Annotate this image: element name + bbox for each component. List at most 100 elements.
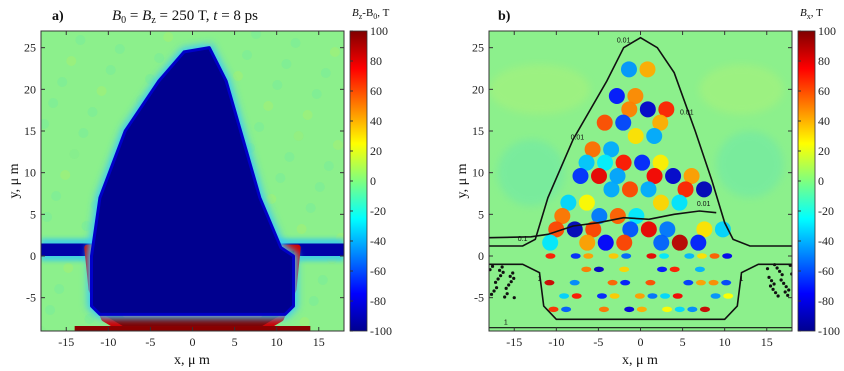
field-blob [579,234,596,251]
field-blob [647,293,658,299]
x-tick-label: 0 [190,335,196,349]
background-noise [242,50,253,60]
field-blob [723,293,734,299]
field-blob [620,61,637,78]
background-noise [332,140,343,150]
noise-speckle [496,277,500,281]
background-noise [41,326,46,331]
noise-speckle [509,280,513,284]
contour-label: 0.01 [571,134,585,141]
field-blob [571,293,582,299]
field-blob [652,194,669,211]
field-blob [608,88,625,104]
x-tick-label: 15 [761,335,773,349]
x-tick-label: 10 [719,335,731,349]
field-blob [696,221,713,238]
field-blob [619,266,630,273]
panel-b-label: b) [498,9,511,24]
contour-1-inner [489,263,792,321]
field-blob [591,168,608,184]
field-blob [652,114,669,131]
noise-speckle [783,290,787,294]
field-blob [585,221,602,238]
x-tick-label: 10 [271,335,283,349]
contour-label: 0.01 [617,38,631,45]
colorbar-tick-label: -20 [818,204,834,218]
background-noise [290,38,301,48]
background-noise [251,31,262,39]
noise-speckle [771,287,775,291]
colorbar-tick-label: -40 [370,234,386,248]
field-blob [581,266,592,273]
field-blob [548,306,559,313]
y-tick-label: 15 [24,124,36,138]
field-blob [622,221,639,238]
y-tick-label: 5 [30,207,36,221]
x-tick-label: -5 [145,335,155,349]
field-blob [578,154,595,171]
colorbar-tick-label: 0 [818,174,824,188]
field-blob [646,253,657,259]
field-blob [560,194,577,211]
x-tick-label: -15 [506,335,522,349]
background-noise [281,59,292,69]
panel-a-xlabel: x, μ m [174,353,210,368]
background-noise [51,191,62,201]
field-blob [721,279,732,286]
field-blob [696,253,707,259]
panel-b: 0.01 0.01 0.01 0.01 0.1 1 1 1 -15 -10 -5 0 5 10 15 -5 0… [455,7,840,368]
panel-b-heatmap: 0.01 0.01 0.01 0.01 0.1 1 1 1 [489,31,792,331]
noise-speckle [499,274,503,278]
field-blob [603,141,620,158]
field-blob [636,306,647,313]
background-noise [78,128,89,138]
background-noise [263,101,274,111]
noise-speckle [780,273,784,277]
contour-label: 0.01 [697,201,711,208]
panel-b-field-marks [489,61,792,313]
colorbar-tick-label: 20 [818,144,830,158]
y-tick-label: 5 [478,207,484,221]
field-blob [554,208,571,224]
field-blob [621,253,632,259]
field-blob [652,154,669,171]
field-blob [569,279,580,286]
colorbar-tick-label: -60 [370,264,386,278]
noise-speckle [504,286,508,290]
field-blob [660,293,671,299]
field-blob [609,293,620,299]
background-noise [114,44,125,54]
colorbar-tick-label: -40 [818,234,834,248]
field-blob [665,168,682,184]
panel-a-ticks: -15 -10 -5 0 5 10 15 -5 0 5 10 15 20 25 [24,31,344,349]
field-blob [646,128,663,144]
field-blob [639,61,656,78]
panel-b-ylabel: y, μ m [455,163,470,198]
field-blob [593,266,604,273]
noise-speckle [784,285,788,289]
y-tick-label: 25 [24,41,36,55]
noise-speckle [786,293,790,297]
field-blob [640,221,657,238]
colorbar-tick-label: -100 [818,324,840,338]
background-noise [60,170,71,180]
field-blob [596,114,613,131]
field-blob [624,306,635,313]
colorbar-tick-label: 40 [818,114,830,128]
field-blob [683,168,700,184]
background-noise [305,203,316,213]
noise-speckle [512,296,516,300]
field-blob [645,279,656,286]
field-blob [621,181,638,198]
background-noise [323,161,334,171]
panel-a-colorbar-ticks: 100 80 60 40 20 0 -20 -40 -60 -80 -100 [350,24,392,338]
noise-speckle [505,292,509,296]
colorbar-tick-label: 80 [370,54,382,68]
field-blob [607,279,618,286]
field-blob [696,181,713,198]
background-noise [314,182,325,192]
background-patch [716,131,784,198]
panel-a-title: B0 = Bz = 250 T, t = 8 ps [112,8,258,26]
y-tick-label: 10 [24,166,36,180]
